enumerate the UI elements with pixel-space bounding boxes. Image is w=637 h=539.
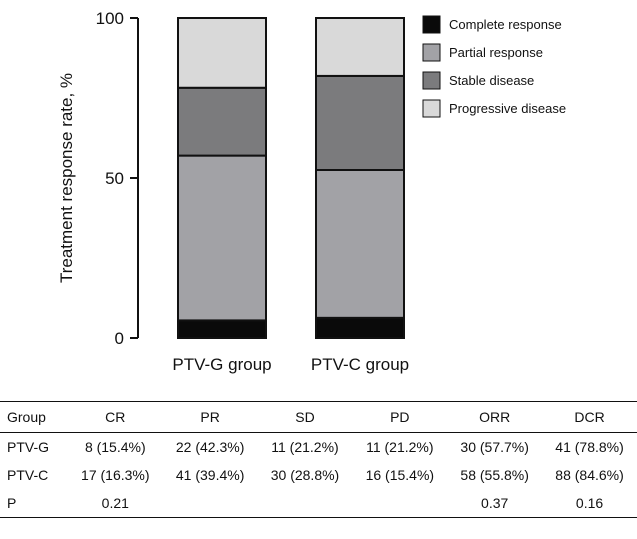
table-cell: 11 (21.2%) [271,439,339,455]
table-cell: 30 (28.8%) [270,467,340,483]
legend-swatch [422,71,441,90]
table-row: PTV-C 17 (16.3%) 41 (39.4%) 30 (28.8%) 1… [0,461,637,489]
legend: Complete response Partial response Stable … [422,15,566,118]
legend-label: Partial response [449,45,543,60]
y-tick-label: 0 [115,329,124,348]
y-tick-label: 50 [105,169,124,188]
header-pr: PR [162,401,258,433]
header-pd: PD [352,401,448,433]
table-row: P 0.21 0.37 0.16 [0,489,637,518]
legend-label: Complete response [449,17,562,32]
table-cell: 41 (78.8%) [555,439,624,455]
bar-segment [177,86,267,157]
table-cell: 22 (42.3%) [175,439,245,455]
table-cell: 58 (55.8%) [460,467,529,483]
legend-label: Progressive disease [449,101,566,116]
table-cell: 88 (84.6%) [555,467,624,483]
legend-swatch [422,99,441,118]
header-dcr: DCR [542,401,637,433]
table-header-row: Group CR PR SD PD ORR DCR [0,401,637,433]
bar-segment [177,319,267,339]
table-cell: PTV-G [7,439,50,455]
table-cell: 0.37 [447,489,543,518]
legend-swatch [422,15,441,34]
table-cell: 8 (15.4%) [84,439,146,455]
y-axis: 0 50 100 Treatment response rate, % [57,9,139,348]
bar-segment [315,17,405,77]
table-cell: 0.21 [67,489,163,518]
stacked-bar-chart: 0 50 100 Treatment response rate, % PTV-G g… [57,9,566,374]
bar-segment [315,316,405,339]
table-cell [257,489,353,518]
header-sd: SD [257,401,353,433]
legend-label: Stable disease [449,73,534,88]
table-cell: 17 (16.3%) [81,467,150,483]
header-cr: CR [67,401,163,433]
table-cell: 11 (21.2%) [366,439,434,455]
bar-segment [315,169,405,319]
table-cell: 30 (57.7%) [460,439,529,455]
table-cell: 41 (39.4%) [175,467,245,483]
legend-swatch [422,43,441,62]
bars: PTV-G group PTV-C group [172,17,409,374]
y-tick-label: 100 [96,9,124,28]
table-cell: PTV-C [7,467,49,483]
table-cell: 0.16 [542,489,637,518]
header-orr: ORR [447,401,543,433]
table-cell: P [0,489,68,518]
x-category-label: PTV-G group [172,355,271,374]
table-row: PTV-G 8 (15.4%) 22 (42.3%) 11 (21.2%) 11… [0,433,637,462]
y-axis-title: Treatment response rate, % [57,73,76,283]
table-cell [162,489,258,518]
table-cell [352,489,448,518]
bar-segment [177,17,267,89]
table-cell: 16 (15.4%) [365,467,435,483]
response-table: Group CR PR SD PD ORR DCR PTV-G 8 (15.4%… [0,401,637,518]
header-group: Group [0,401,68,433]
bar-segment [177,154,267,322]
x-category-label: PTV-C group [311,355,409,374]
bar-segment [315,74,405,171]
